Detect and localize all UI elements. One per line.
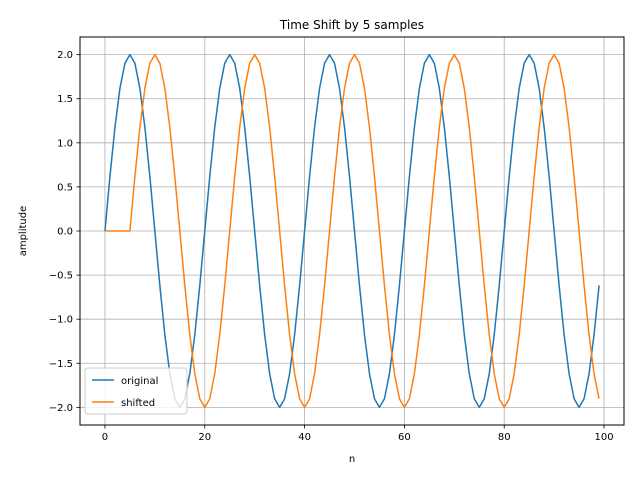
grid-lines (80, 37, 624, 425)
axis-ticks: 0 20 40 60 80 100 −2.0 −1.5 −1.0 −0.5 0.0 0.5 1.0 1.5… (49, 50, 614, 443)
y-tick-label: −0.5 (49, 271, 73, 282)
x-tick-label: 0 (102, 432, 108, 443)
y-tick-label: −1.5 (49, 359, 73, 370)
y-tick-label: 1.5 (57, 94, 73, 105)
x-axis-label: n (349, 454, 355, 465)
y-tick-label: 0.0 (57, 227, 73, 238)
x-tick-label: 40 (298, 432, 311, 443)
y-tick-label: 0.5 (57, 182, 73, 193)
x-tick-label: 60 (398, 432, 411, 443)
x-tick-label: 20 (198, 432, 211, 443)
y-tick-label: 2.0 (57, 50, 73, 61)
y-tick-label: 1.0 (57, 138, 73, 149)
legend-label-shifted: shifted (121, 398, 155, 409)
series-line-shifted (104, 53, 600, 409)
y-tick-label: −1.0 (49, 315, 73, 326)
legend: original shifted (84, 367, 188, 415)
chart-title: Time Shift by 5 samples (279, 18, 424, 32)
legend-label-original: original (121, 376, 158, 387)
y-axis-label: amplitude (18, 206, 29, 257)
x-tick-label: 80 (498, 432, 511, 443)
x-tick-label: 100 (594, 432, 613, 443)
y-tick-label: −2.0 (49, 403, 73, 414)
